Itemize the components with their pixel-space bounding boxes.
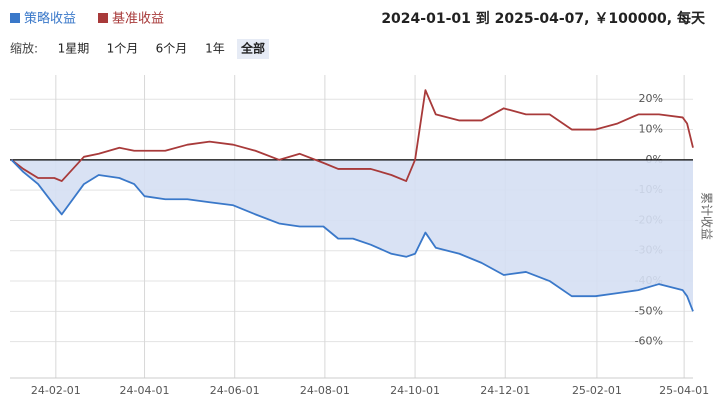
y-tick-label: 20% (639, 92, 663, 105)
zoom-button[interactable]: 6个月 (156, 42, 188, 56)
x-tick-label: 24-04-01 (120, 384, 170, 397)
zoom-button[interactable]: 1个月 (107, 42, 139, 56)
y-tick-label: -50% (635, 304, 663, 317)
range-text: 2024-01-01 到 2025-04-07, ￥100000, 每天 (381, 10, 706, 27)
y-axis-title: 累计收益 (700, 192, 714, 240)
area (11, 159, 694, 312)
x-tick-label: 24-10-01 (390, 384, 440, 397)
line (10, 89, 694, 182)
x-tick-label: 24-12-01 (480, 384, 530, 397)
zoom-button[interactable]: 1年 (205, 42, 225, 56)
zoom-button-bg[interactable] (237, 39, 269, 59)
x-tick-label: 25-02-01 (572, 384, 622, 397)
x-tick-label: 24-06-01 (210, 384, 260, 397)
x-tick-label: 24-08-01 (300, 384, 350, 397)
zoom-button[interactable]: 1星期 (58, 42, 90, 56)
y-tick-label: 10% (639, 123, 663, 136)
x-tick-label: 25-04-01 (659, 384, 709, 397)
zoom-label: 缩放: (10, 41, 38, 56)
legend-label[interactable]: 策略收益 (24, 11, 76, 27)
zoom-button[interactable]: 全部 (240, 41, 265, 56)
legend-swatch[interactable] (98, 13, 108, 23)
legend-label[interactable]: 基准收益 (112, 12, 164, 27)
line (10, 159, 694, 312)
legend-swatch[interactable] (10, 13, 20, 23)
y-tick-label: -60% (635, 335, 663, 348)
x-tick-label: 24-02-01 (31, 384, 81, 397)
